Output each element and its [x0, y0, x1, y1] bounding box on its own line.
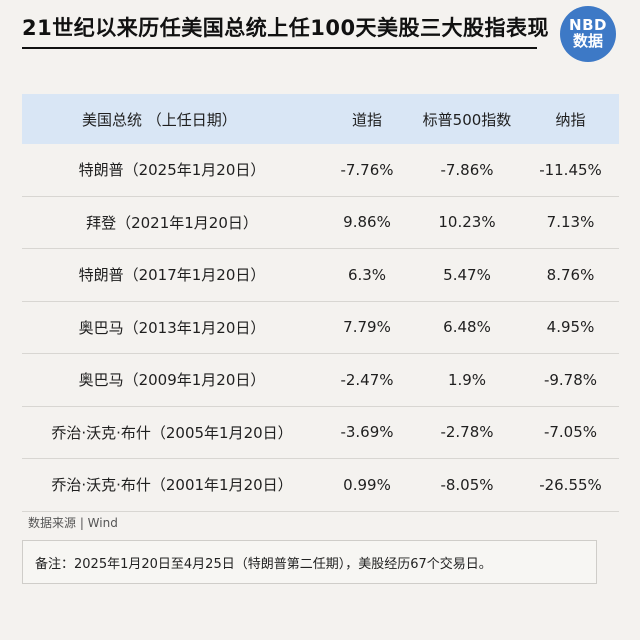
cell-dow: 6.3% — [347, 265, 387, 284]
cell-nasdaq: -11.45% — [539, 160, 602, 179]
cell-dow: -2.47% — [340, 370, 394, 389]
cell-sp500: 5.47% — [443, 265, 491, 284]
title-block: 21世纪以来历任美国总统上任100天美股三大股指表现 — [22, 12, 549, 49]
table-row: 拜登（2021年1月20日） 9.86% 10.23% 7.13% — [22, 197, 619, 249]
cell-nasdaq: -9.78% — [543, 370, 598, 389]
cell-nasdaq: -7.05% — [543, 423, 598, 442]
cell-dow: -7.76% — [340, 160, 394, 179]
nbd-logo: NBD 数据 — [560, 6, 616, 62]
header-sp500: 标普500指数 — [422, 110, 512, 129]
table-row: 乔治·沃克·布什（2005年1月20日） -3.69% -2.78% -7.05… — [22, 407, 619, 459]
cell-president: 奥巴马（2009年1月20日） — [78, 371, 266, 390]
cell-president: 特朗普（2025年1月20日） — [78, 161, 266, 180]
data-source: 数据来源 | Wind — [28, 516, 118, 530]
header-nasdaq: 纳指 — [555, 110, 586, 129]
performance-table: 美国总统 （上任日期） 道指 标普500指数 纳指 特朗普（2025年1月20日… — [22, 94, 619, 512]
cell-sp500: -7.86% — [440, 160, 494, 179]
cell-dow: -3.69% — [340, 423, 394, 442]
table-row: 特朗普（2017年1月20日） 6.3% 5.47% 8.76% — [22, 249, 619, 302]
title-underline — [22, 47, 537, 49]
cell-nasdaq: 7.13% — [546, 213, 595, 232]
cell-sp500: 6.48% — [443, 318, 491, 337]
cell-nasdaq: -26.55% — [539, 475, 602, 494]
cell-dow: 9.86% — [343, 213, 391, 232]
table-row: 特朗普（2025年1月20日） -7.76% -7.86% -11.45% — [22, 144, 619, 197]
table-row: 奥巴马（2009年1月20日） -2.47% 1.9% -9.78% — [22, 354, 619, 407]
cell-sp500: -2.78% — [440, 423, 494, 442]
page-title: 21世纪以来历任美国总统上任100天美股三大股指表现 — [22, 16, 550, 40]
logo-text-line1: NBD — [569, 16, 607, 35]
header-president: 美国总统 （上任日期） — [82, 110, 237, 129]
cell-sp500: -8.05% — [440, 475, 494, 494]
cell-president: 乔治·沃克·布什（2005年1月20日） — [51, 423, 293, 442]
cell-nasdaq: 4.95% — [546, 318, 595, 337]
cell-president: 乔治·沃克·布什（2001年1月20日） — [51, 476, 293, 495]
cell-president: 奥巴马（2013年1月20日） — [78, 318, 266, 337]
cell-dow: 0.99% — [343, 475, 391, 494]
cell-president: 特朗普（2017年1月20日） — [78, 266, 266, 285]
cell-sp500: 10.23% — [438, 213, 496, 232]
logo-text-line2: 数据 — [572, 32, 603, 50]
cell-dow: 7.79% — [343, 318, 391, 337]
header-dow: 道指 — [351, 110, 382, 129]
table-header: 美国总统 （上任日期） 道指 标普500指数 纳指 — [22, 94, 619, 144]
cell-sp500: 1.9% — [447, 370, 487, 389]
cell-president: 拜登（2021年1月20日） — [86, 213, 258, 232]
footnote-box: 备注：2025年1月20日至4月25日（特朗普第二任期），美股经历67个交易日。 — [22, 540, 597, 584]
table-row: 乔治·沃克·布什（2001年1月20日） 0.99% -8.05% -26.55… — [22, 459, 619, 512]
table-row: 奥巴马（2013年1月20日） 7.79% 6.48% 4.95% — [22, 302, 619, 354]
cell-nasdaq: 8.76% — [546, 265, 595, 284]
footnote-text: 备注：2025年1月20日至4月25日（特朗普第二任期），美股经历67个交易日。 — [35, 556, 492, 572]
